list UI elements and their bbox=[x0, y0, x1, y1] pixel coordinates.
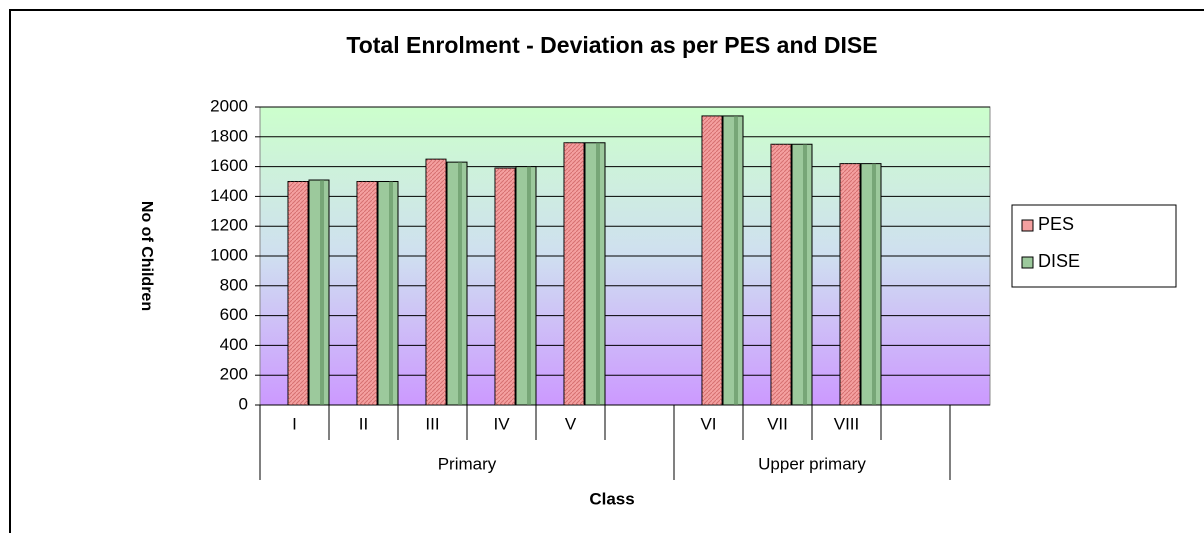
bar-hatch bbox=[426, 159, 446, 405]
bar-hatch bbox=[357, 181, 377, 405]
y-tick-label: 1600 bbox=[210, 156, 248, 175]
legend-swatch bbox=[1021, 219, 1034, 232]
y-tick-label: 0 bbox=[239, 394, 248, 413]
x-tick-label: VII bbox=[767, 414, 788, 433]
bar bbox=[515, 166, 537, 406]
bar-hatch bbox=[564, 142, 584, 405]
bar-shade bbox=[596, 142, 600, 405]
x-tick-label: V bbox=[565, 414, 577, 433]
bar-shade bbox=[320, 180, 324, 405]
bar-shade bbox=[527, 166, 531, 405]
legend-label: DISE bbox=[1038, 251, 1080, 271]
bar-hatch bbox=[771, 144, 791, 405]
bar bbox=[722, 115, 744, 406]
x-tick-label: III bbox=[425, 414, 439, 433]
y-tick-label: 1800 bbox=[210, 126, 248, 145]
y-tick-label: 2000 bbox=[210, 96, 248, 115]
group-label: Upper primary bbox=[758, 454, 866, 473]
x-tick-label: IV bbox=[493, 414, 510, 433]
bar-hatch bbox=[288, 181, 308, 405]
y-tick-label: 600 bbox=[220, 305, 248, 324]
bar bbox=[791, 143, 813, 406]
bar bbox=[377, 181, 399, 406]
y-tick-label: 1200 bbox=[210, 216, 248, 235]
bar-hatch bbox=[840, 163, 860, 405]
legend bbox=[1011, 204, 1177, 288]
y-tick-label: 800 bbox=[220, 275, 248, 294]
bar-shade bbox=[872, 163, 876, 405]
x-tick-label: II bbox=[359, 414, 368, 433]
bar-shade bbox=[458, 162, 462, 405]
x-axis-label: Class bbox=[589, 489, 634, 508]
y-tick-label: 400 bbox=[220, 335, 248, 354]
bar bbox=[308, 179, 330, 406]
y-tick-label: 1000 bbox=[210, 245, 248, 264]
y-tick-label: 200 bbox=[220, 365, 248, 384]
bar bbox=[584, 142, 606, 406]
frame bbox=[9, 9, 1204, 533]
bar-shade bbox=[389, 181, 393, 405]
bar-shade bbox=[734, 115, 738, 405]
chart-title: Total Enrolment - Deviation as per PES a… bbox=[346, 32, 877, 58]
legend-label: PES bbox=[1038, 214, 1074, 234]
bar bbox=[446, 161, 468, 406]
y-axis-label: No of Children bbox=[138, 201, 155, 311]
bar-hatch bbox=[702, 115, 722, 405]
x-tick-label: I bbox=[292, 414, 297, 433]
bar-hatch bbox=[495, 168, 515, 405]
bar-shade bbox=[803, 144, 807, 405]
legend-swatch bbox=[1021, 256, 1034, 269]
group-label: Primary bbox=[438, 454, 497, 473]
bar bbox=[860, 163, 882, 406]
x-tick-label: VIII bbox=[834, 414, 860, 433]
x-tick-label: VI bbox=[700, 414, 716, 433]
y-tick-label: 1400 bbox=[210, 186, 248, 205]
